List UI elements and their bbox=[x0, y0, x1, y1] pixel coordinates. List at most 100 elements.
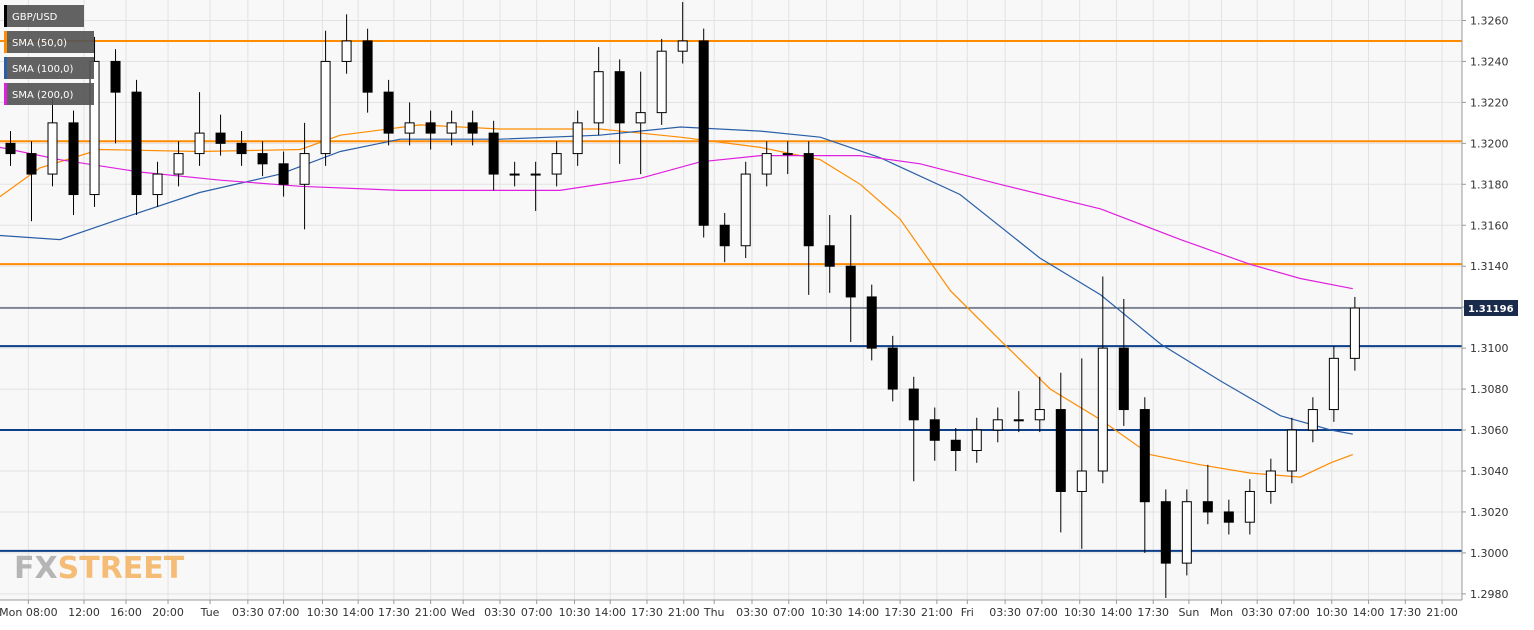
legend-box bbox=[4, 5, 84, 27]
candle-body bbox=[425, 122, 436, 134]
sma-line bbox=[0, 126, 1353, 435]
x-tick-label: 03:30 bbox=[989, 606, 1021, 619]
candle-body bbox=[236, 142, 247, 155]
legend-swatch bbox=[4, 57, 7, 79]
watermark-street: STREET bbox=[58, 551, 185, 586]
x-tick-label: 07:00 bbox=[1026, 606, 1058, 619]
candle-body bbox=[173, 153, 184, 175]
candle-body bbox=[677, 40, 688, 52]
candle-body bbox=[194, 132, 205, 155]
candle-body bbox=[1181, 501, 1192, 564]
x-tick-label: 07:00 bbox=[521, 606, 553, 619]
x-tick-label: 10:30 bbox=[811, 606, 843, 619]
candle-body bbox=[635, 112, 646, 124]
watermark-left: FXSTREET bbox=[14, 551, 185, 586]
candle-body bbox=[467, 122, 478, 134]
current-price-box bbox=[1464, 299, 1518, 316]
candle-body bbox=[47, 122, 58, 175]
x-tick-label: 14:00 bbox=[594, 606, 626, 619]
sma-line bbox=[0, 124, 1354, 478]
x-tick-label: 17:30 bbox=[884, 606, 916, 619]
candle-body bbox=[1328, 357, 1339, 411]
candle-body bbox=[1202, 501, 1213, 513]
legend-label: SMA (50,0) bbox=[12, 38, 67, 49]
candles bbox=[5, 2, 1360, 598]
legend-swatch bbox=[4, 83, 7, 105]
candle-body bbox=[887, 347, 898, 390]
y-tick-label: 1.3000 bbox=[1470, 547, 1509, 560]
candle-body bbox=[719, 224, 730, 247]
x-tick-label: 20:00 bbox=[152, 606, 184, 619]
candle-body bbox=[908, 388, 919, 421]
legend-label: GBP/USD bbox=[12, 12, 58, 23]
candle-body bbox=[1307, 409, 1318, 431]
candle-body bbox=[530, 173, 541, 176]
x-tick-label: 21:00 bbox=[921, 606, 953, 619]
candle-body bbox=[782, 153, 793, 156]
candle-body bbox=[152, 173, 163, 196]
y-tick-label: 1.3260 bbox=[1470, 14, 1509, 27]
candle-body bbox=[1244, 490, 1255, 523]
candle-body bbox=[1349, 307, 1360, 359]
candle-body bbox=[1013, 419, 1024, 422]
candle-body bbox=[971, 429, 982, 452]
y-tick-label: 1.3220 bbox=[1470, 96, 1509, 109]
candle-body bbox=[446, 122, 457, 134]
candle-body bbox=[278, 163, 289, 185]
candle-body bbox=[845, 265, 856, 298]
x-tick-label: 03:30 bbox=[1241, 606, 1273, 619]
x-tick-label: 14:00 bbox=[1353, 606, 1385, 619]
watermark: FXSTREET bbox=[14, 551, 185, 586]
y-tick-label: 1.3240 bbox=[1470, 55, 1509, 68]
candle-body bbox=[761, 153, 772, 175]
candle-body bbox=[992, 419, 1003, 431]
candle-body bbox=[740, 173, 751, 247]
legend-box bbox=[4, 83, 94, 105]
plot-background bbox=[0, 0, 1462, 600]
candle-body bbox=[89, 60, 100, 196]
y-tick-label: 1.3180 bbox=[1470, 178, 1509, 191]
candle-body bbox=[1139, 409, 1150, 503]
x-tick-label: 21:00 bbox=[1426, 606, 1458, 619]
candle-body bbox=[1286, 429, 1297, 472]
candle-body bbox=[68, 122, 79, 196]
candle-body bbox=[551, 153, 562, 175]
candle-body bbox=[614, 71, 625, 124]
x-tick-label: 17:30 bbox=[1137, 606, 1169, 619]
y-tick-label: 1.3100 bbox=[1470, 342, 1509, 355]
current-price-label: 1.31196 bbox=[1468, 304, 1514, 315]
candle-body bbox=[215, 132, 226, 144]
candle-body bbox=[803, 153, 814, 247]
x-tick-label: 07:00 bbox=[1278, 606, 1310, 619]
x-tick-label: 03:30 bbox=[736, 606, 768, 619]
legend: GBP/USD SMA (50,0) SMA (100,0) SMA (200,0) bbox=[4, 5, 94, 105]
candle-body bbox=[110, 60, 121, 93]
x-tick-label: 17:30 bbox=[378, 606, 410, 619]
candle-body bbox=[1118, 347, 1129, 411]
y-tick-label: 1.3160 bbox=[1470, 219, 1509, 232]
x-tick-label: 21:00 bbox=[415, 606, 447, 619]
x-tick-label: 10:30 bbox=[559, 606, 591, 619]
x-tick-label: 14:00 bbox=[847, 606, 879, 619]
candle-body bbox=[1160, 501, 1171, 564]
legend-box bbox=[4, 31, 94, 53]
candle-body bbox=[656, 50, 667, 114]
legend-swatch bbox=[4, 31, 7, 53]
candle-body bbox=[866, 296, 877, 349]
x-tick-label: Wed bbox=[451, 606, 475, 619]
candle-body bbox=[929, 419, 940, 441]
candle-body bbox=[1265, 470, 1276, 492]
candle-body bbox=[341, 40, 352, 62]
x-tick-label: 14:00 bbox=[1101, 606, 1133, 619]
x-tick-label: 07:00 bbox=[268, 606, 300, 619]
x-tick-label: Fri bbox=[961, 606, 974, 619]
x-tick-label: 10:30 bbox=[1064, 606, 1096, 619]
candle-body bbox=[1034, 409, 1045, 421]
candle-body bbox=[383, 91, 394, 134]
candle-body bbox=[509, 173, 520, 176]
x-tick-label: 10:30 bbox=[307, 606, 339, 619]
candle-body bbox=[488, 132, 499, 175]
candle-body bbox=[572, 122, 583, 155]
x-tick-label: Tue bbox=[200, 606, 220, 619]
